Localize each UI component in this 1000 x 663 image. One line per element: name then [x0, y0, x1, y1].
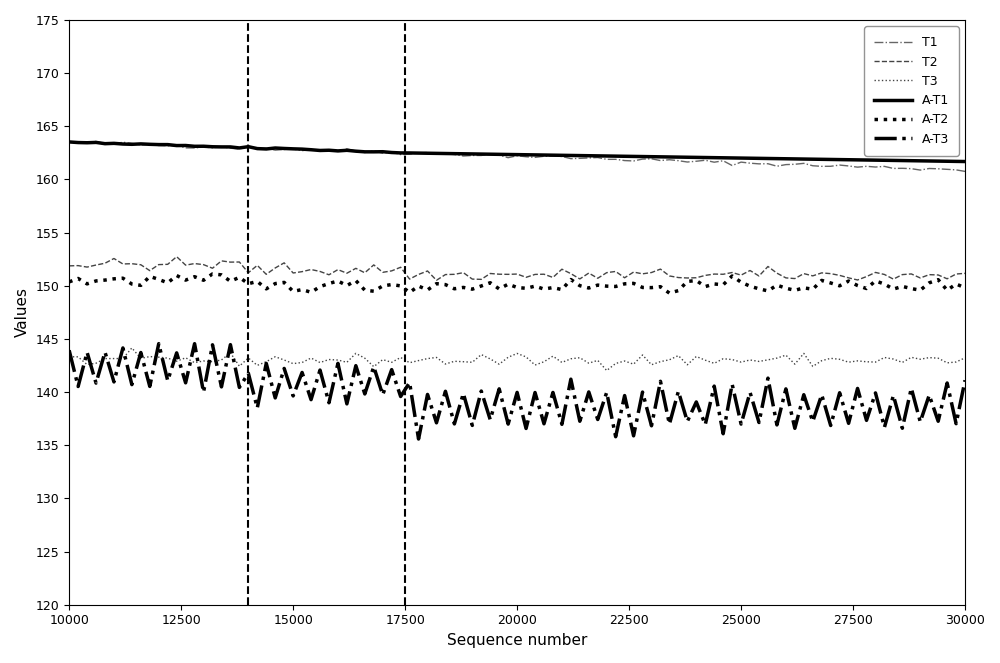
A-T2 — [753, 285, 765, 293]
T2 — [493, 271, 505, 278]
A-T2 — [663, 289, 675, 297]
A-T3 — [413, 435, 425, 443]
T2 — [126, 260, 138, 268]
A-T1 — [690, 153, 702, 161]
A-T3 — [753, 418, 765, 426]
Line: A-T3: A-T3 — [69, 343, 965, 439]
T1 — [135, 141, 147, 149]
T2 — [959, 269, 971, 277]
T3 — [601, 367, 613, 375]
T2 — [63, 262, 75, 270]
A-T2 — [126, 280, 138, 288]
T3 — [135, 355, 147, 363]
A-T3 — [959, 376, 971, 384]
T2 — [753, 272, 765, 280]
T1 — [959, 168, 971, 176]
Line: T1: T1 — [69, 141, 965, 172]
A-T2 — [959, 284, 971, 292]
Legend: T1, T2, T3, A-T1, A-T2, A-T3: T1, T2, T3, A-T1, A-T2, A-T3 — [864, 27, 959, 156]
T2 — [619, 274, 631, 282]
T1 — [699, 156, 711, 164]
A-T2 — [708, 280, 720, 288]
X-axis label: Sequence number: Sequence number — [447, 633, 587, 648]
A-T3 — [619, 392, 631, 400]
T1 — [484, 150, 496, 158]
T3 — [753, 357, 765, 365]
A-T3 — [296, 369, 308, 377]
T3 — [296, 359, 308, 367]
A-T3 — [708, 382, 720, 390]
A-T1 — [63, 138, 75, 146]
A-T1 — [735, 154, 747, 162]
A-T2 — [484, 278, 496, 286]
Y-axis label: Values: Values — [15, 287, 30, 337]
A-T3 — [126, 381, 138, 389]
T2 — [296, 268, 308, 276]
T3 — [126, 344, 138, 352]
T1 — [296, 147, 308, 154]
A-T2 — [610, 282, 622, 290]
A-T1 — [475, 150, 487, 158]
T3 — [63, 353, 75, 361]
A-T2 — [63, 278, 75, 286]
Line: A-T1: A-T1 — [69, 142, 965, 162]
A-T1 — [601, 152, 613, 160]
A-T2 — [206, 270, 218, 278]
T2 — [430, 276, 442, 284]
T1 — [744, 159, 756, 167]
A-T3 — [493, 385, 505, 393]
Line: T2: T2 — [69, 257, 965, 280]
T1 — [90, 137, 102, 145]
A-T3 — [63, 346, 75, 354]
T3 — [619, 357, 631, 365]
Line: A-T2: A-T2 — [69, 274, 965, 293]
A-T1 — [959, 158, 971, 166]
A-T1 — [287, 145, 299, 152]
T3 — [959, 354, 971, 362]
T1 — [610, 155, 622, 163]
A-T2 — [296, 286, 308, 294]
T1 — [63, 138, 75, 146]
Line: T3: T3 — [69, 348, 965, 371]
T3 — [708, 359, 720, 367]
A-T3 — [153, 339, 165, 347]
A-T1 — [126, 141, 138, 149]
T3 — [484, 355, 496, 363]
T2 — [708, 270, 720, 278]
T2 — [171, 253, 183, 261]
